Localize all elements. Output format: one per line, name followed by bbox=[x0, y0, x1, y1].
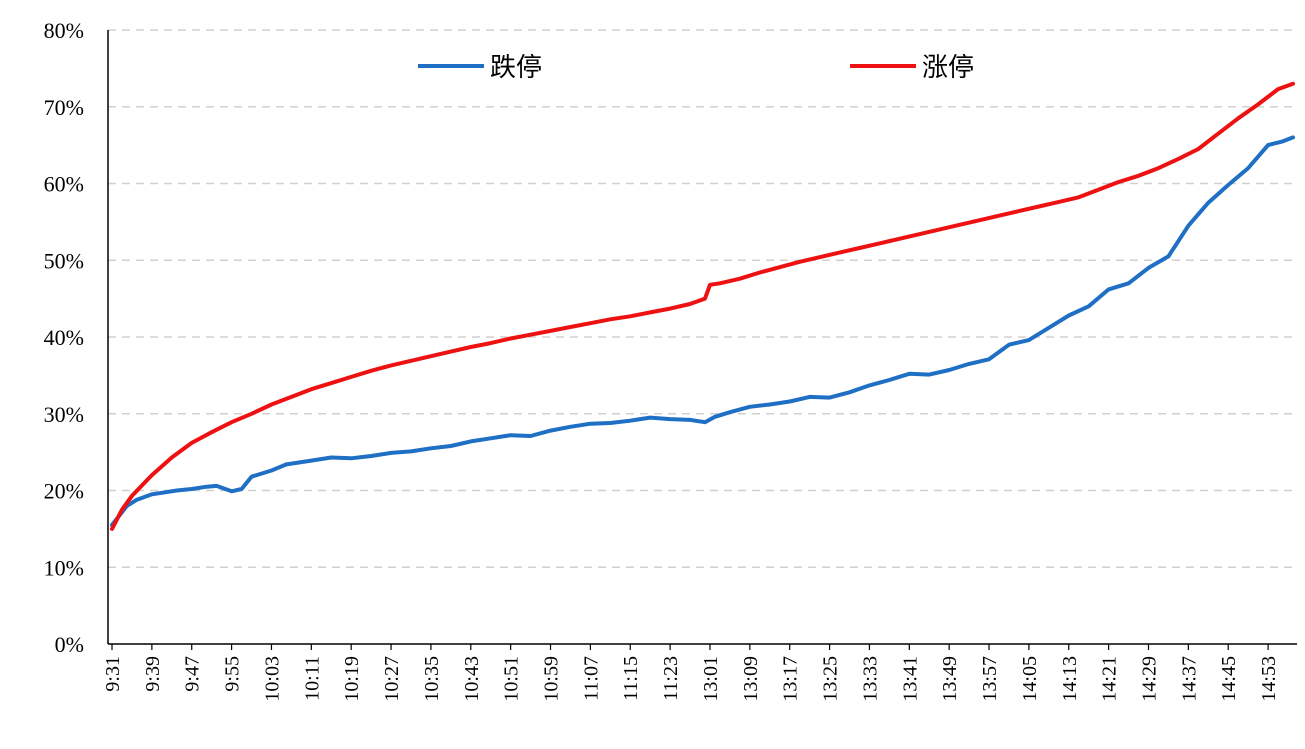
y-tick-label: 0% bbox=[55, 632, 84, 657]
y-tick-label: 70% bbox=[44, 95, 84, 120]
y-tick-label: 50% bbox=[44, 248, 84, 273]
y-tick-label: 40% bbox=[44, 325, 84, 350]
y-tick-label: 80% bbox=[44, 18, 84, 43]
x-tick-label: 10:43 bbox=[461, 656, 483, 702]
x-tick-label: 13:17 bbox=[780, 656, 802, 702]
x-tick-label: 13:49 bbox=[939, 656, 961, 702]
x-tick-label: 13:09 bbox=[740, 656, 762, 702]
x-tick-label: 13:57 bbox=[979, 656, 1001, 702]
x-tick-label: 10:27 bbox=[381, 656, 403, 702]
x-tick-label: 10:03 bbox=[261, 656, 283, 702]
x-tick-label: 13:33 bbox=[859, 656, 881, 702]
x-tick-label: 14:45 bbox=[1218, 656, 1240, 702]
x-tick-label: 10:11 bbox=[301, 656, 323, 701]
legend-item-limit-down: 跌停 bbox=[418, 53, 542, 83]
x-tick-label: 11:23 bbox=[660, 656, 682, 701]
x-tick-label: 14:29 bbox=[1138, 656, 1160, 702]
y-tick-label: 10% bbox=[44, 555, 84, 580]
x-tick-label: 11:15 bbox=[620, 656, 642, 701]
y-tick-label: 60% bbox=[44, 172, 84, 197]
x-tick-label: 14:37 bbox=[1178, 656, 1200, 702]
y-tick-label: 30% bbox=[44, 402, 84, 427]
legend-label-limit-down: 跌停 bbox=[490, 53, 542, 83]
x-tick-label: 13:41 bbox=[899, 656, 921, 702]
x-tick-label: 11:07 bbox=[580, 656, 602, 701]
x-tick-label: 14:53 bbox=[1258, 656, 1280, 702]
x-tick-label: 9:47 bbox=[182, 656, 204, 692]
gridlines bbox=[108, 29, 1297, 568]
x-tick-label: 9:39 bbox=[142, 656, 164, 692]
x-tick-label: 13:25 bbox=[820, 656, 842, 702]
y-tick-label: 20% bbox=[44, 479, 84, 504]
series-lines bbox=[110, 81, 1295, 531]
x-tick-label: 10:35 bbox=[421, 656, 443, 702]
series-line-limit-up bbox=[110, 81, 1295, 531]
x-tick-label: 14:21 bbox=[1099, 656, 1121, 702]
y-tick-labels: 0% 10% 20% 30% 40% 50% 60% 70% 80% bbox=[44, 18, 84, 657]
x-tick-label: 13:01 bbox=[700, 656, 722, 702]
x-tick-label: 10:51 bbox=[501, 656, 523, 702]
x-tick-label: 10:59 bbox=[541, 656, 563, 702]
series-line-limit-down bbox=[110, 135, 1295, 527]
legend: 跌停 涨停 bbox=[418, 53, 974, 83]
legend-label-limit-up: 涨停 bbox=[922, 53, 974, 83]
legend-item-limit-up: 涨停 bbox=[850, 53, 974, 83]
x-tick-label: 14:13 bbox=[1059, 656, 1081, 702]
x-tick-label: 10:19 bbox=[341, 656, 363, 702]
x-tick-labels: 9:31 9:39 9:47 9:55 10:03 10:11 10:19 10:27 10:3… bbox=[102, 644, 1280, 702]
axes bbox=[107, 30, 1297, 645]
x-tick-label: 9:55 bbox=[222, 656, 244, 692]
x-tick-label: 14:05 bbox=[1019, 656, 1041, 702]
x-tick-label: 9:31 bbox=[102, 656, 124, 692]
